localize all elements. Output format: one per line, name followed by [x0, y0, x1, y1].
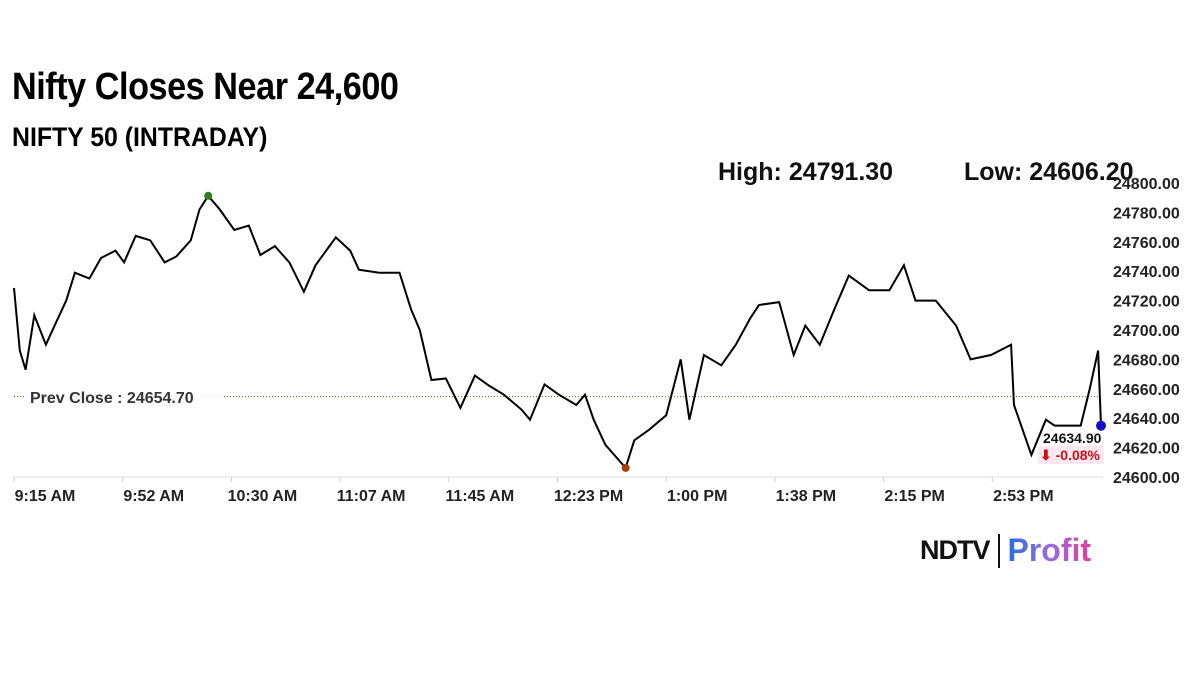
y-tick-label: 24740.00: [1113, 264, 1180, 281]
y-tick-label: 24700.00: [1113, 323, 1180, 340]
prev-close-label: Prev Close : 24654.70: [30, 390, 194, 407]
y-tick-label: 24720.00: [1113, 294, 1180, 311]
last-point-dot: [1096, 420, 1106, 431]
x-tick-label: 2:53 PM: [993, 488, 1053, 505]
x-tick-label: 9:52 AM: [123, 488, 184, 505]
logo-brand: NDTV: [920, 535, 990, 565]
change-label: ⬇ -0.08%: [1040, 447, 1101, 463]
x-tick-label: 9:15 AM: [15, 488, 76, 505]
y-tick-label: 24760.00: [1113, 235, 1180, 252]
y-tick-label: 24620.00: [1113, 441, 1180, 458]
y-tick-label: 24680.00: [1113, 352, 1180, 369]
x-tick-label: 11:45 AM: [445, 488, 514, 505]
y-tick-label: 24640.00: [1113, 411, 1180, 428]
high-point-dot: [204, 191, 213, 200]
x-tick-label: 12:23 PM: [554, 488, 623, 505]
y-tick-label: 24780.00: [1113, 205, 1180, 222]
y-tick-label: 24800.00: [1113, 176, 1180, 193]
x-tick-label: 2:15 PM: [884, 488, 944, 505]
page-title: Nifty Closes Near 24,600: [12, 66, 399, 108]
ndtv-profit-logo: NDTV Profit: [920, 532, 1091, 569]
chart-subtitle: NIFTY 50 (INTRADAY): [12, 122, 268, 152]
x-tick-label: 11:07 AM: [337, 488, 406, 505]
x-tick-label: 1:00 PM: [667, 488, 727, 505]
x-tick-label: 1:38 PM: [776, 488, 836, 505]
series-line: [13, 194, 1102, 470]
high-label: High: 24791.30: [718, 158, 894, 186]
y-tick-label: 24660.00: [1113, 382, 1180, 399]
logo-product: Profit: [1007, 532, 1092, 568]
last-value-label: 24634.90: [1043, 430, 1102, 446]
low-point-dot: [621, 463, 630, 472]
x-tick-label: 10:30 AM: [228, 488, 298, 505]
y-tick-label: 24600.00: [1113, 470, 1180, 487]
low-label: Low: 24606.20: [964, 158, 1134, 186]
